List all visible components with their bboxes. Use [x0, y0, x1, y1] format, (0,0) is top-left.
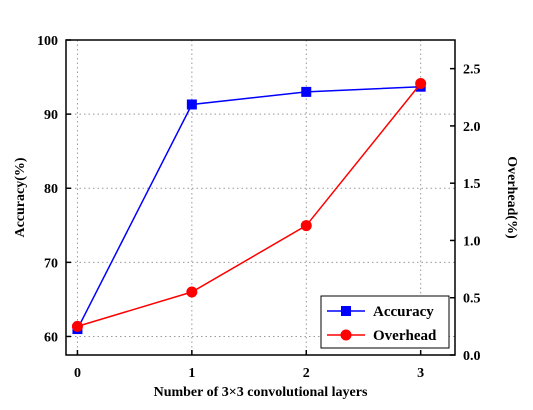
x-tick-label: 3: [417, 366, 424, 381]
legend: Accuracy Overhead: [320, 295, 450, 349]
y-left-tick-label: 70: [44, 256, 58, 271]
data-point-overhead: [71, 320, 83, 332]
data-point-overhead: [300, 220, 312, 232]
y-right-tick-label: 2.0: [463, 120, 481, 135]
y-left-tick-label: 100: [37, 34, 58, 49]
series-line-overhead: [77, 83, 422, 328]
y-right-tick-label: 0.0: [463, 349, 481, 364]
legend-box: [320, 295, 450, 349]
y-axis-left-title: Accuracy(%): [13, 157, 28, 237]
legend-marker-overhead: [340, 329, 352, 341]
legend-label-overhead: Overhead: [373, 328, 437, 344]
y-right-tick-label: 2.5: [463, 63, 481, 78]
x-tick-label: 0: [74, 366, 81, 381]
ticks: 0 1 2 3 60 70 80 90 100 0.0 0.5 1.0 1.5 2.0 2.5: [37, 34, 481, 381]
series: [71, 78, 427, 335]
plot-frame: [65, 39, 456, 356]
x-axis-title: Number of 3×3 convolutional layers: [154, 385, 368, 400]
x-tick-label: 1: [188, 366, 195, 381]
legend-label-accuracy: Accuracy: [373, 304, 434, 320]
y-left-tick-label: 60: [44, 330, 58, 345]
y-left-tick-label: 90: [44, 108, 58, 123]
x-tick-label: 2: [303, 366, 310, 381]
legend-marker-accuracy: [341, 306, 351, 316]
series-line-accuracy: [76, 85, 421, 330]
y-right-tick-label: 1.0: [463, 234, 481, 249]
data-point-overhead: [415, 78, 427, 90]
y-axis-right-title: Overhead(%): [504, 156, 519, 239]
y-left-tick-label: 80: [44, 182, 58, 197]
y-right-tick-label: 0.5: [463, 292, 481, 307]
data-point-accuracy: [301, 86, 312, 97]
data-point-overhead: [186, 286, 198, 298]
data-point-accuracy: [186, 99, 197, 110]
y-right-tick-label: 1.5: [463, 177, 481, 192]
